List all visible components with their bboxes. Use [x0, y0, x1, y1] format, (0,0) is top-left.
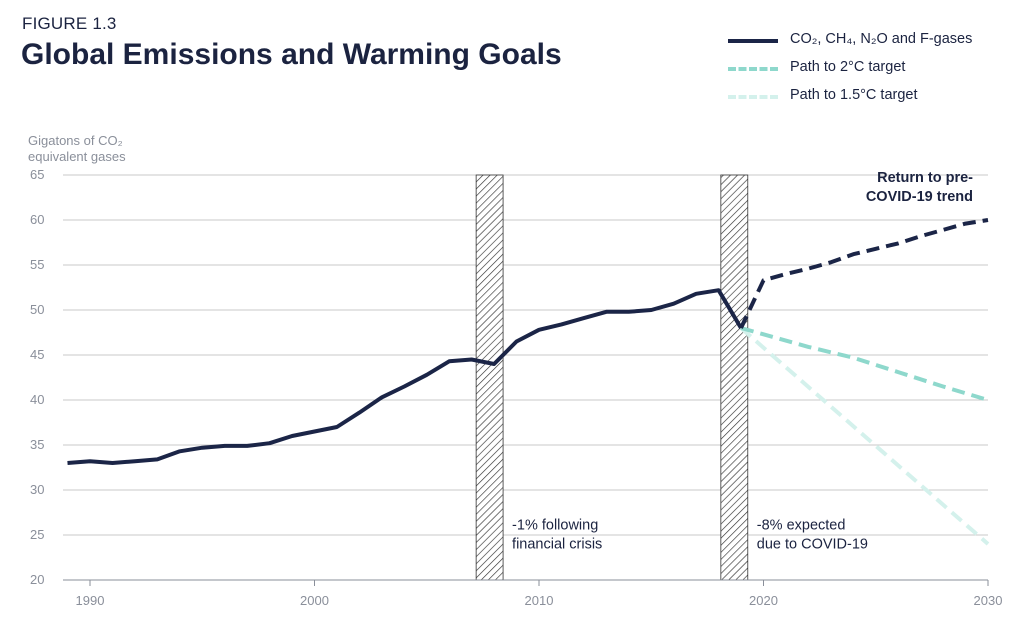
annotation-covid-line2: due to COVID-19	[757, 537, 868, 553]
y-tick-label-20: 20	[30, 572, 44, 587]
y-tick-label-60: 60	[30, 212, 44, 227]
x-tick-label-2010: 2010	[525, 593, 554, 608]
legend-item-emissions: CO₂, CH₄, N₂O and F-gases	[728, 30, 1018, 50]
x-axis-ticks: 1990 2000 2010 2020 2030	[76, 580, 1003, 608]
y-tick-label-55: 55	[30, 257, 44, 272]
annotation-trend-line2: COVID-19 trend	[866, 189, 973, 205]
y-axis-title: Gigatons of CO₂ equivalent gases	[28, 133, 188, 165]
y-tick-label-40: 40	[30, 392, 44, 407]
shaded-bands	[475, 174, 749, 581]
y-tick-label-30: 30	[30, 482, 44, 497]
legend-label-2c: Path to 2°C target	[790, 59, 906, 75]
hatched-band-1	[475, 174, 504, 581]
legend-swatch-2c	[728, 67, 778, 71]
x-tick-label-2020: 2020	[749, 593, 778, 608]
series-emissions-line	[67, 288, 743, 465]
legend-swatch-1-5c	[728, 95, 778, 99]
legend-swatch-emissions	[728, 39, 778, 43]
x-tick-label-1990: 1990	[76, 593, 105, 608]
series-pre-covid-trend-line	[739, 218, 989, 329]
annotation-covid-line1: -8% expected	[757, 518, 846, 534]
annotation-trend-line1: Return to pre-	[877, 170, 973, 186]
annotation-financial-line2: financial crisis	[512, 537, 602, 553]
legend-item-2c: Path to 2°C target	[728, 58, 1018, 78]
y-axis-title-line1: Gigatons of CO₂	[28, 133, 123, 148]
legend-label-1-5c: Path to 1.5°C target	[790, 87, 918, 103]
y-tick-label-45: 45	[30, 347, 44, 362]
series-lines	[67, 218, 990, 546]
legend-label-emissions: CO₂, CH₄, N₂O and F-gases	[790, 31, 973, 47]
legend-item-1-5c: Path to 1.5°C target	[728, 86, 1018, 106]
series-2c-path-line	[740, 326, 989, 402]
figure-label: FIGURE 1.3	[22, 14, 117, 33]
y-axis-title-line2: equivalent gases	[28, 149, 126, 164]
hatched-band-2	[720, 174, 749, 581]
grid-lines	[63, 174, 988, 536]
y-tick-label-65: 65	[30, 167, 44, 182]
y-tick-label-35: 35	[30, 437, 44, 452]
annotation-financial-line1: -1% following	[512, 518, 598, 534]
chart-title: Global Emissions and Warming Goals	[21, 38, 562, 71]
y-tick-label-25: 25	[30, 527, 44, 542]
x-tick-label-2030: 2030	[974, 593, 1003, 608]
y-tick-label-50: 50	[30, 302, 44, 317]
y-axis-ticks: 20 25 30 35 40 45 50 55 60 65	[30, 167, 44, 587]
series-1-5c-path-line	[739, 326, 990, 546]
annotations: -1% following financial crisis -8% expecte…	[512, 170, 973, 552]
x-tick-label-2000: 2000	[300, 593, 329, 608]
